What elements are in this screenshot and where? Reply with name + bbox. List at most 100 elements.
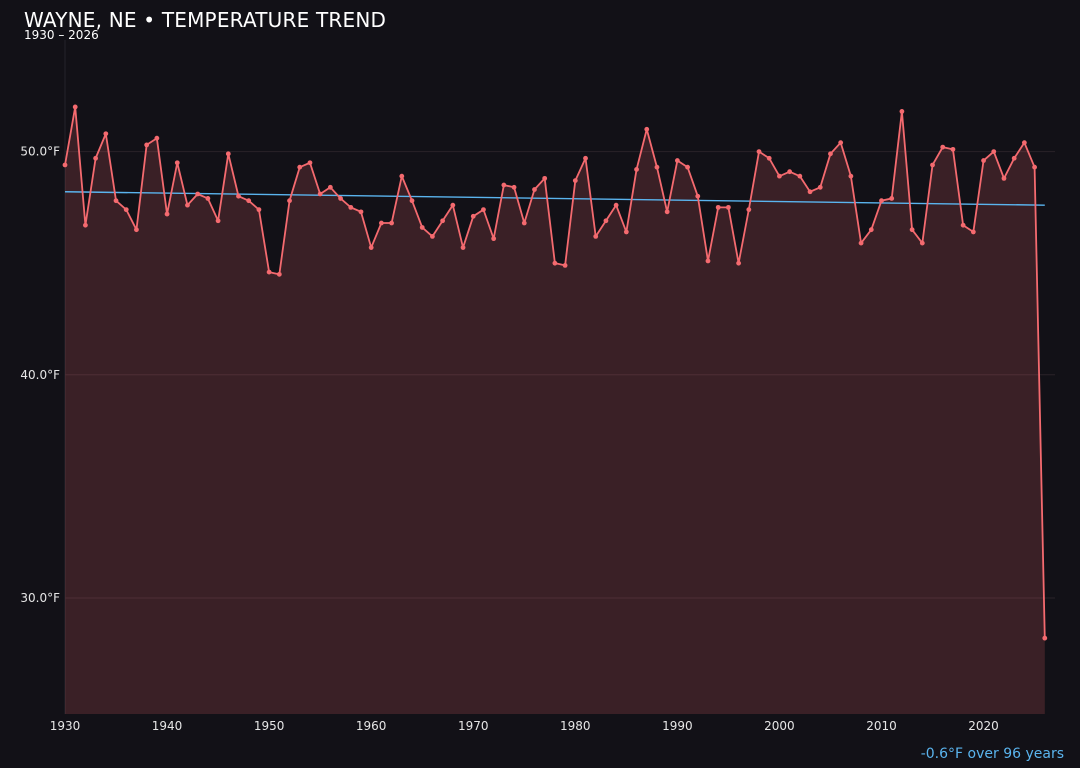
data-point [552, 260, 558, 266]
data-point [481, 207, 486, 213]
data-point [726, 204, 731, 210]
data-point [113, 198, 119, 204]
data-point [838, 140, 844, 146]
data-point [930, 162, 935, 168]
data-point [389, 220, 394, 226]
data-point [654, 164, 660, 170]
data-point [746, 207, 752, 213]
data-point [276, 271, 282, 277]
data-point [93, 155, 99, 161]
data-point [72, 104, 78, 110]
data-point [664, 209, 670, 215]
data-point [83, 222, 88, 228]
data-point [532, 187, 537, 192]
data-point [1011, 155, 1017, 161]
data-point [327, 184, 333, 190]
points-layer [62, 104, 1048, 641]
axis-labels: 30.0°F 40.0°F 50.0°F 1930 1940 1950 1960 1970 19… [20, 145, 998, 733]
y-tick-label: 30.0°F [20, 591, 60, 605]
data-point [236, 193, 241, 199]
x-tick-label: 1950 [254, 719, 285, 733]
data-point [297, 164, 303, 170]
data-point [981, 158, 986, 163]
data-point [307, 160, 313, 166]
data-point [991, 149, 997, 154]
data-point [623, 229, 629, 235]
data-point [787, 169, 793, 175]
data-point [644, 126, 650, 132]
x-tick-label: 2010 [866, 719, 897, 733]
data-point [205, 196, 211, 201]
data-point [419, 225, 425, 230]
data-point [501, 182, 507, 188]
data-point [1042, 635, 1048, 641]
data-point [736, 260, 742, 266]
data-point [174, 160, 180, 166]
data-point [409, 198, 415, 204]
area-fill-layer [65, 106, 1045, 714]
data-point [338, 196, 343, 201]
data-point [715, 204, 721, 210]
data-point [889, 196, 895, 201]
data-point [593, 234, 599, 239]
y-tick-label: 40.0°F [20, 368, 60, 382]
data-point [470, 213, 476, 219]
data-point [1021, 140, 1027, 146]
data-point [562, 263, 568, 268]
data-point [613, 202, 619, 208]
data-point [960, 222, 966, 228]
data-point [572, 178, 578, 184]
data-point [777, 173, 782, 179]
x-tick-label: 2020 [968, 719, 999, 733]
chart-subtitle: 1930 – 2026 [24, 28, 99, 42]
x-tick-label: 2000 [764, 719, 795, 733]
grid-lines [64, 40, 1055, 714]
data-point [358, 209, 364, 215]
x-tick-label: 1980 [560, 719, 591, 733]
x-tick-label: 1940 [152, 719, 183, 733]
data-point [491, 236, 497, 242]
data-point [705, 258, 711, 264]
data-point [583, 155, 588, 161]
data-point [440, 218, 446, 224]
data-point [797, 173, 803, 179]
trend-annotation: -0.6°F over 96 years [920, 746, 1064, 762]
data-point [348, 204, 354, 210]
data-point [950, 146, 956, 152]
data-point [848, 173, 854, 179]
data-point [603, 218, 609, 224]
data-point [164, 211, 170, 217]
data-point [858, 240, 864, 246]
data-point [154, 135, 160, 141]
data-point [256, 207, 262, 213]
data-point [103, 131, 109, 137]
data-point [144, 142, 150, 148]
data-point [685, 164, 690, 170]
data-point [919, 240, 925, 246]
x-tick-label: 1960 [356, 719, 387, 733]
data-point [399, 173, 405, 179]
data-point [430, 234, 435, 239]
data-point [378, 220, 384, 226]
data-point [246, 198, 252, 204]
data-point [266, 269, 272, 275]
data-point [1032, 164, 1037, 170]
x-tick-label: 1930 [50, 719, 81, 733]
area-fill [65, 106, 1045, 714]
data-point [521, 220, 527, 226]
data-point [817, 184, 823, 190]
data-point [215, 218, 221, 224]
data-point [225, 151, 231, 157]
data-point [134, 227, 139, 233]
data-point [542, 175, 548, 181]
x-tick-label: 1990 [662, 719, 693, 733]
y-tick-label: 50.0°F [20, 145, 60, 159]
data-point [317, 191, 323, 197]
x-tick-label: 1970 [458, 719, 489, 733]
data-point [899, 109, 905, 114]
data-point [1001, 175, 1007, 181]
data-point [123, 207, 129, 213]
data-point [695, 193, 701, 199]
data-point [909, 227, 915, 233]
